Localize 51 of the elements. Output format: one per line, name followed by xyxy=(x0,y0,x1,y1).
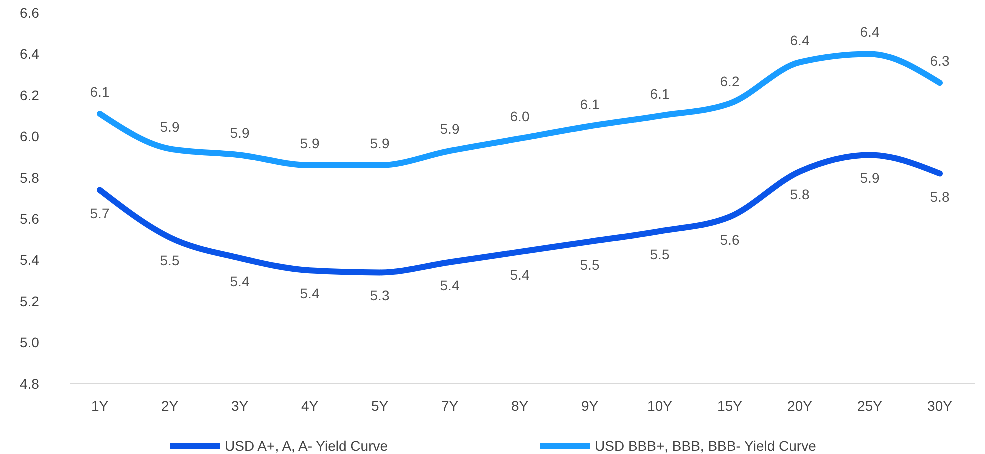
legend-label: USD BBB+, BBB, BBB- Yield Curve xyxy=(595,438,817,454)
data-label: 5.6 xyxy=(720,232,740,248)
y-tick-label: 6.0 xyxy=(20,128,40,145)
y-tick-label: 5.8 xyxy=(20,170,40,186)
data-label: 5.4 xyxy=(300,286,320,302)
data-label: 5.5 xyxy=(580,256,600,273)
x-tick-label: 30Y xyxy=(928,398,954,414)
y-tick-label: 6.2 xyxy=(20,87,40,104)
data-label: 5.9 xyxy=(230,125,250,142)
x-tick-label: 5Y xyxy=(371,398,390,414)
data-label: 6.4 xyxy=(860,24,880,40)
data-label: 6.3 xyxy=(930,53,950,70)
data-label: 6.4 xyxy=(790,32,810,48)
legend-label: USD A+, A, A- Yield Curve xyxy=(225,438,388,454)
x-tick-label: 10Y xyxy=(648,398,674,414)
x-tick-label: 2Y xyxy=(161,398,180,414)
data-label: 5.3 xyxy=(370,288,390,304)
y-tick-label: 5.2 xyxy=(20,293,40,310)
data-label: 5.9 xyxy=(300,136,320,152)
x-tick-label: 3Y xyxy=(231,398,250,414)
data-label: 5.4 xyxy=(230,273,250,290)
y-tick-label: 6.6 xyxy=(20,4,40,21)
data-label: 5.7 xyxy=(90,205,110,222)
x-tick-label: 1Y xyxy=(91,398,110,414)
y-tick-label: 5.4 xyxy=(20,252,40,268)
data-label: 6.2 xyxy=(720,74,740,90)
x-tick-label: 9Y xyxy=(581,398,600,414)
data-label: 5.4 xyxy=(440,277,460,294)
x-tick-label: 8Y xyxy=(511,398,530,414)
data-label: 5.9 xyxy=(160,119,180,136)
data-label: 6.0 xyxy=(510,108,530,125)
x-tick-label: 4Y xyxy=(301,398,320,414)
x-tick-label: 20Y xyxy=(788,398,814,414)
data-label: 6.1 xyxy=(90,84,110,100)
y-tick-label: 4.8 xyxy=(20,376,40,392)
data-label: 5.5 xyxy=(160,252,180,269)
data-label: 6.1 xyxy=(650,86,670,102)
data-label: 5.9 xyxy=(370,136,390,152)
data-label: 5.8 xyxy=(930,188,950,205)
x-tick-label: 25Y xyxy=(858,398,884,414)
x-tick-label: 7Y xyxy=(441,398,460,414)
x-tick-label: 15Y xyxy=(718,398,744,414)
y-tick-label: 5.0 xyxy=(20,334,40,351)
y-tick-label: 6.4 xyxy=(20,46,40,62)
data-label: 6.1 xyxy=(580,96,600,112)
data-label: 5.9 xyxy=(860,170,880,186)
y-tick-label: 5.6 xyxy=(20,211,40,228)
data-label: 5.8 xyxy=(790,186,810,203)
data-label: 5.4 xyxy=(510,267,530,284)
data-label: 5.9 xyxy=(440,121,460,138)
data-label: 5.5 xyxy=(650,246,670,262)
